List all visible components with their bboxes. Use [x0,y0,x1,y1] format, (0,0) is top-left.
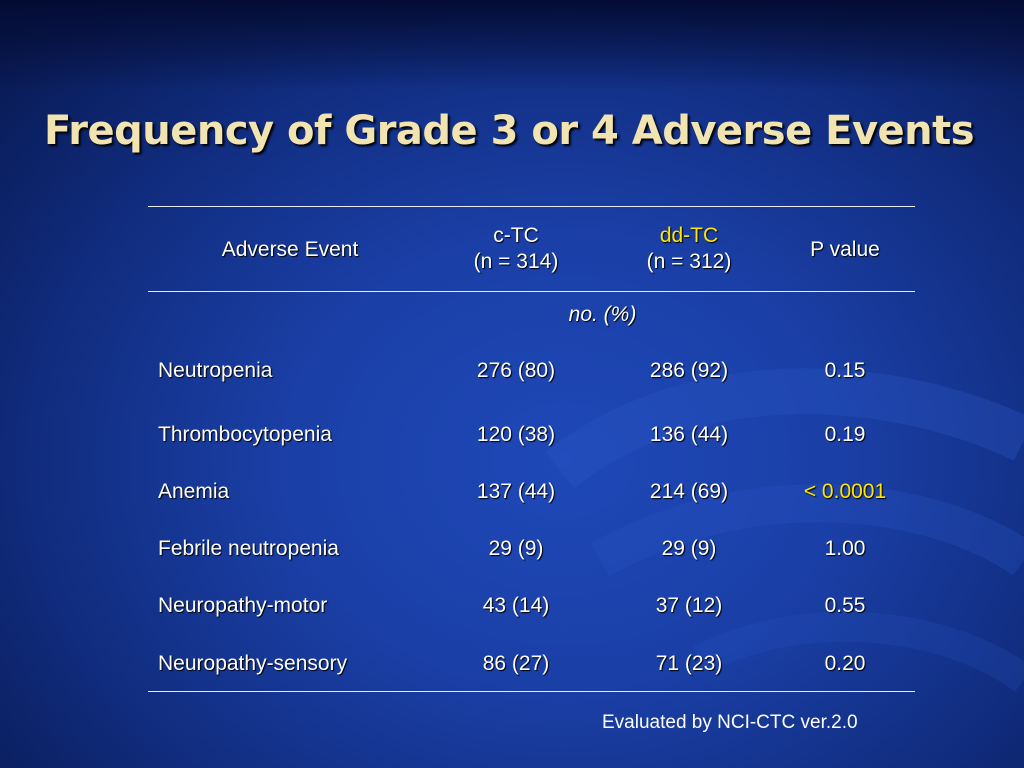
footnote: Evaluated by NCI-CTC ver.2.0 [602,712,858,733]
row-event: Febrile neutropenia [158,537,339,560]
header-ddtc-n: (n = 312) [646,250,732,273]
row-event: Anemia [158,480,230,503]
row-event: Neuropathy-sensory [158,652,348,675]
header-ddtc-name: dd-TC [659,224,719,247]
row-pvalue: 0.20 [824,652,866,675]
header-bottom-rule [148,291,915,292]
row-ctc: 276 (80) [476,359,556,382]
row-ddtc: 214 (69) [649,480,729,503]
header-ctc: c-TC (n = 314) [446,223,586,275]
row-ddtc: 71 (23) [655,652,723,675]
table-top-rule [148,206,915,207]
row-event: Neuropathy-motor [158,594,328,617]
row-ddtc: 136 (44) [649,423,729,446]
row-ctc: 43 (14) [482,594,550,617]
row-ddtc: 37 (12) [655,594,723,617]
row-pvalue-highlighted: < 0.0001 [803,480,887,503]
row-pvalue: 1.00 [824,537,866,560]
row-pvalue: 0.55 [824,594,866,617]
row-ctc: 86 (27) [482,652,550,675]
row-ctc: 120 (38) [476,423,556,446]
slide-title: Frequency of Grade 3 or 4 Adverse Events [44,108,975,154]
header-adverse-event: Adverse Event [221,238,359,261]
row-pvalue: 0.19 [824,423,866,446]
row-event: Thrombocytopenia [158,423,332,446]
units-label: no. (%) [568,303,637,326]
row-ctc: 137 (44) [476,480,556,503]
table-bottom-rule [148,691,915,692]
header-ddtc: dd-TC (n = 312) [619,223,759,275]
top-shade [0,0,1024,90]
row-event: Neutropenia [158,359,273,382]
row-ddtc: 286 (92) [649,359,729,382]
header-ctc-name: c-TC [493,224,539,247]
header-pvalue: P value [810,238,880,261]
row-pvalue: 0.15 [824,359,866,382]
row-ctc: 29 (9) [488,537,544,560]
header-ctc-n: (n = 314) [473,250,559,273]
row-ddtc: 29 (9) [661,537,717,560]
